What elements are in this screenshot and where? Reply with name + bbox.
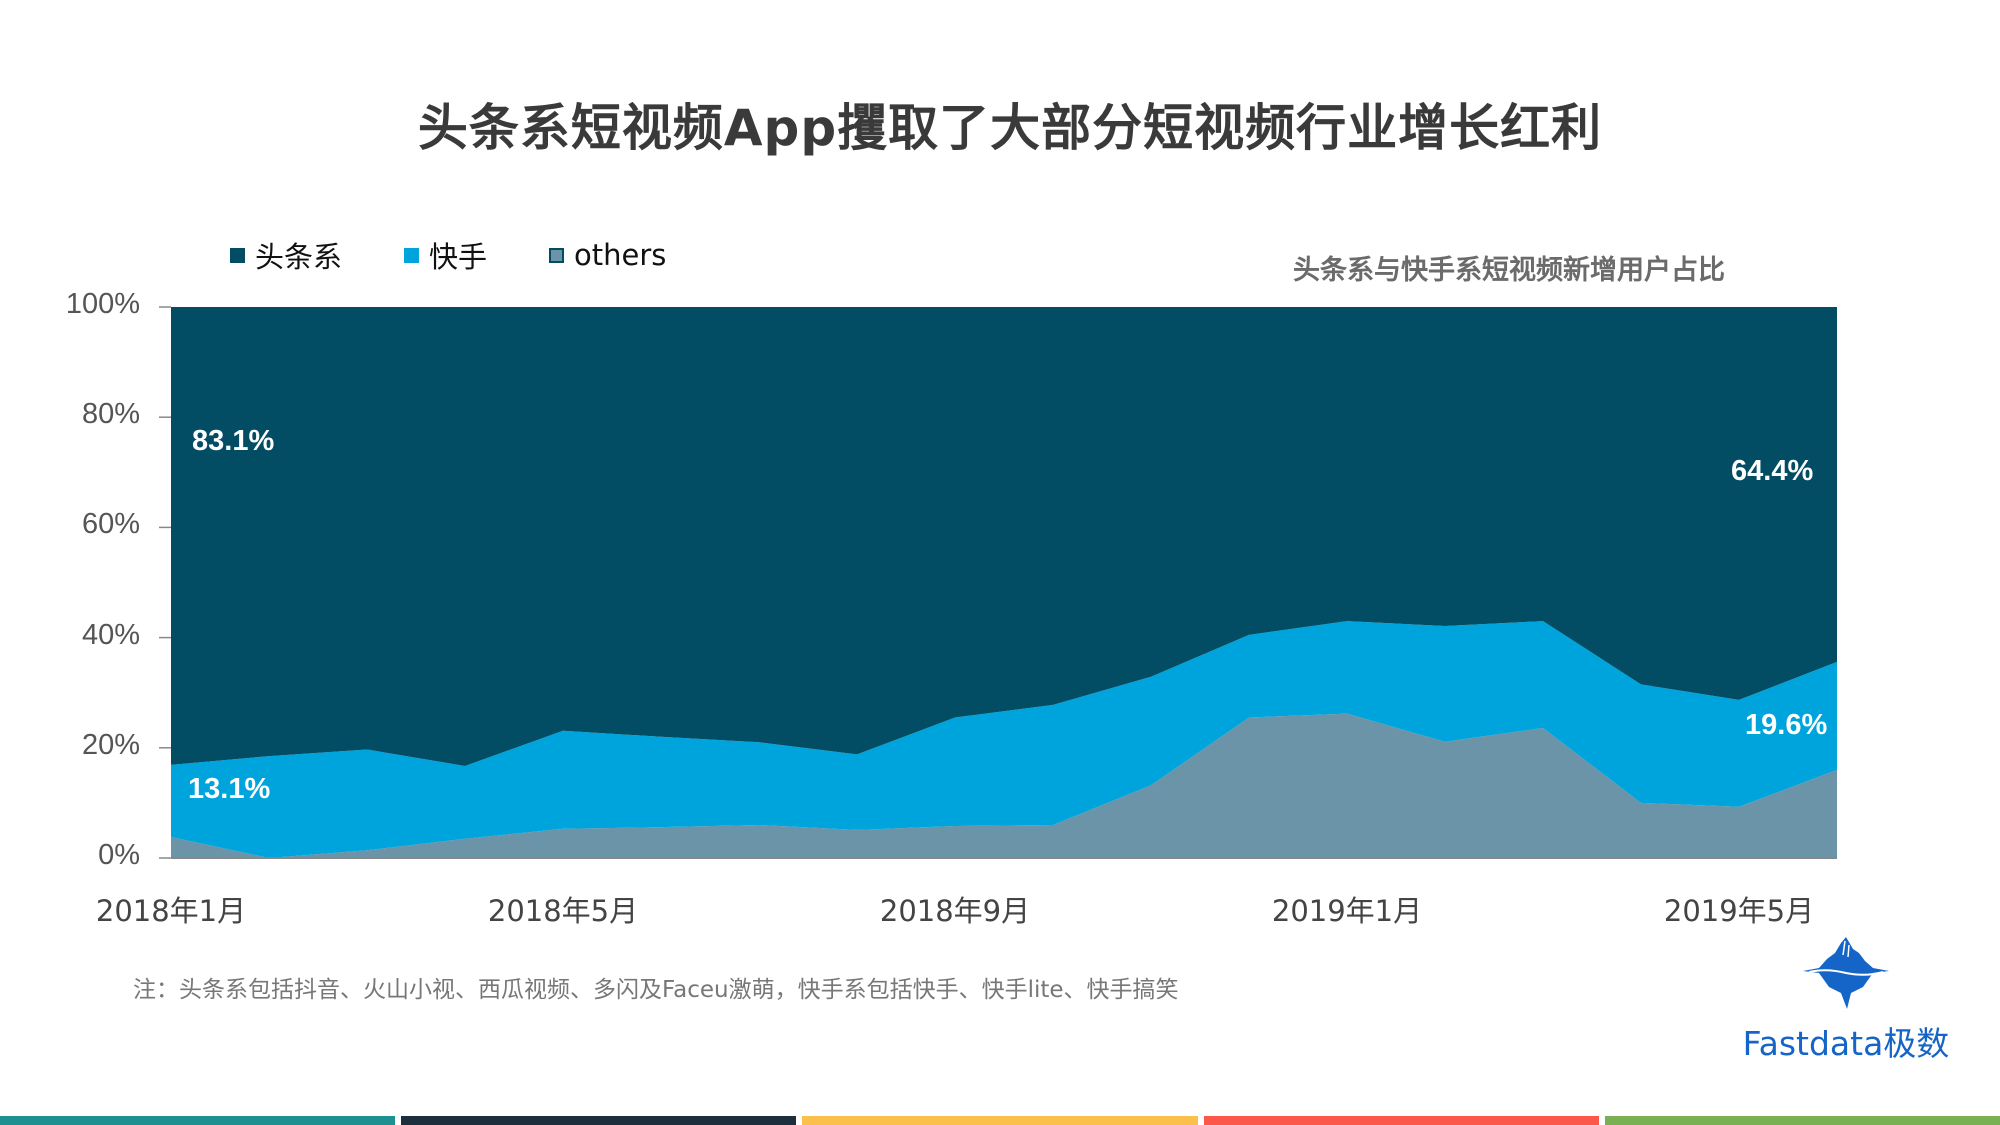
legend-item-kuaishou: 快手: [404, 234, 487, 276]
y-tick-label: 80%: [81, 398, 140, 430]
area-series: [171, 307, 1837, 766]
data-label-kuaishou-end: 19.6%: [1745, 709, 1828, 741]
chart-subtitle: 头条系与快手系短视频新增用户占比: [1293, 255, 1725, 286]
footer-bar: [401, 1116, 797, 1125]
chart-title: 头条系短视频App攫取了大部分短视频行业增长红利: [417, 99, 1603, 157]
data-label-toutiao-start: 83.1%: [192, 425, 275, 457]
area-series: [171, 621, 1837, 858]
legend-swatch-others: [549, 247, 565, 263]
footer-bar: [802, 1116, 1198, 1125]
y-tick-label: 40%: [81, 619, 140, 651]
legend-swatch-kuaishou: [404, 247, 420, 263]
data-label-toutiao-end: 64.4%: [1731, 455, 1814, 487]
logo-text: Fastdata极数: [1742, 1024, 1950, 1063]
chart-legend: 头条系 快手 others: [230, 234, 728, 276]
x-tick-label: 2018年5月: [487, 894, 639, 928]
y-tick-label: 0%: [98, 839, 140, 871]
footer-bar: [1203, 1116, 1599, 1125]
iceberg-icon: [1803, 937, 1889, 1009]
legend-item-toutiao: 头条系: [230, 234, 342, 276]
x-tick-label: 2018年9月: [879, 894, 1031, 928]
y-tick-label: 100%: [65, 288, 140, 320]
legend-label: 快手: [429, 240, 488, 274]
data-label-kuaishou-start: 13.1%: [188, 773, 271, 805]
area-series: [171, 713, 1837, 858]
legend-item-others: others: [549, 238, 666, 272]
x-tick-label: 2019年5月: [1663, 894, 1815, 928]
legend-label: 头条系: [255, 240, 343, 274]
footer-bar: [1604, 1116, 2000, 1125]
legend-swatch-toutiao: [230, 247, 245, 263]
x-tick-label: 2019年1月: [1271, 894, 1423, 928]
fastdata-logo: Fastdata极数: [1736, 935, 1956, 1065]
x-tick-label: 2018年1月: [95, 894, 247, 928]
footnote: 注：头条系包括抖音、火山小视、西瓜视频、多闪及Faceu激萌，快手系包括快手、快…: [133, 977, 1179, 1003]
footer-color-bars: [0, 1116, 2000, 1125]
legend-label: others: [574, 238, 667, 272]
y-tick-label: 60%: [81, 508, 140, 540]
y-tick-label: 20%: [81, 729, 140, 761]
footer-bar: [0, 1116, 396, 1125]
